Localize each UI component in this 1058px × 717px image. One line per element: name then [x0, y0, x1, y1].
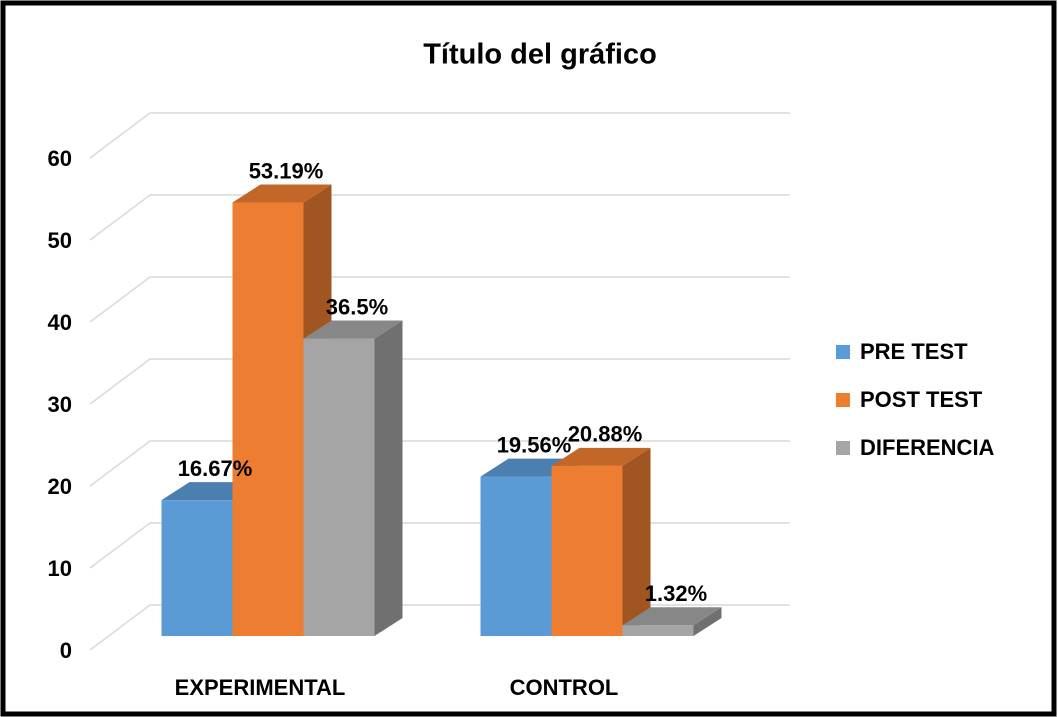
y-tick-label: 40 — [48, 310, 72, 335]
bar-top — [303, 320, 403, 339]
data-label: 53.19% — [249, 158, 324, 183]
legend-label: DIFERENCIA — [860, 435, 995, 460]
grid-line — [89, 358, 790, 405]
data-label: 16.67% — [178, 456, 253, 481]
bar — [232, 202, 304, 636]
data-label: 1.32% — [645, 581, 707, 606]
grid-line — [89, 440, 790, 487]
legend-swatch — [836, 345, 850, 359]
y-tick-label: 50 — [48, 228, 72, 253]
bar-side — [374, 320, 403, 636]
bar — [303, 338, 375, 636]
y-tick-label: 20 — [48, 474, 72, 499]
bar-side — [693, 607, 722, 636]
x-tick-label: CONTROL — [510, 675, 619, 700]
bar — [622, 625, 694, 636]
legend-swatch — [836, 393, 850, 407]
legend-swatch — [836, 441, 850, 455]
bar-side — [622, 447, 651, 636]
data-label: 19.56% — [497, 432, 572, 457]
y-tick-label: 60 — [48, 146, 72, 171]
data-label: 20.88% — [568, 422, 643, 447]
grid-line — [89, 112, 790, 159]
chart-title: Título del gráfico — [423, 39, 657, 71]
legend-label: PRE TEST — [860, 339, 968, 364]
grid-line — [89, 276, 790, 323]
bar — [161, 500, 233, 636]
bar-top — [551, 447, 651, 466]
data-label: 36.5% — [326, 294, 388, 319]
bar-top — [232, 184, 332, 203]
y-tick-label: 0 — [60, 638, 72, 663]
y-tick-label: 30 — [48, 392, 72, 417]
bar — [480, 476, 552, 636]
legend-label: POST TEST — [860, 387, 983, 412]
x-tick-label: EXPERIMENTAL — [175, 675, 346, 700]
grid-line — [89, 194, 790, 241]
bar — [551, 465, 623, 636]
bar-top — [622, 607, 722, 626]
y-tick-label: 10 — [48, 556, 72, 581]
